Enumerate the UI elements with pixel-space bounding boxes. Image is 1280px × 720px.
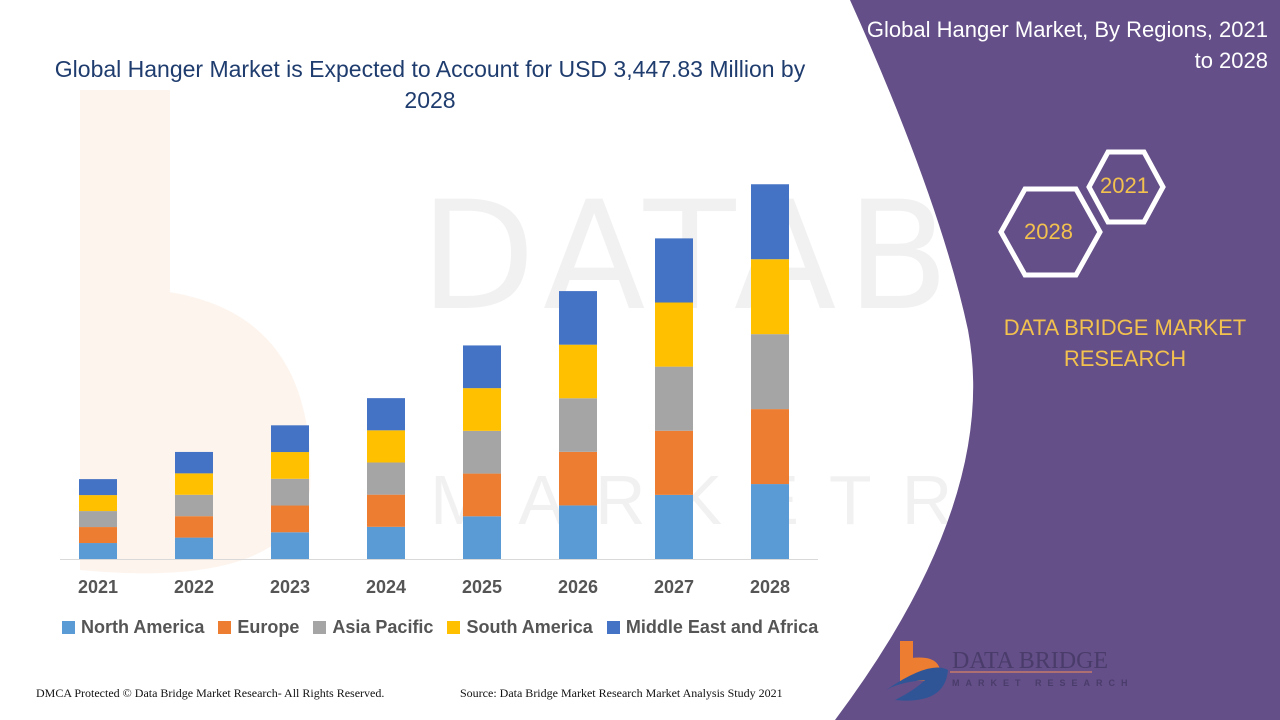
logo-subtext: MARKET RESEARCH — [952, 678, 1134, 688]
bar-segment-2027-europe — [655, 430, 693, 495]
legend-swatch — [218, 621, 232, 634]
legend-label: Europe — [237, 617, 300, 637]
bar-segment-2024-south-america — [367, 430, 405, 463]
hex-end-year: 2028 — [1024, 219, 1073, 244]
x-tick-label: 2023 — [270, 577, 310, 597]
bar-segment-2021-europe — [79, 527, 117, 544]
x-tick-label: 2027 — [654, 577, 694, 597]
bar-segment-2024-north-america — [367, 526, 405, 559]
bar-segment-2021-south-america — [79, 495, 117, 512]
bar-segment-2028-middle-east-and-africa — [751, 184, 789, 260]
bar-segment-2025-north-america — [463, 516, 501, 559]
x-tick-label: 2026 — [558, 577, 598, 597]
bar-segment-2026-south-america — [559, 344, 597, 399]
bar-segment-2028-north-america — [751, 484, 789, 559]
bar-segment-2022-middle-east-and-africa — [175, 451, 213, 474]
bar-segment-2022-north-america — [175, 537, 213, 559]
bar-segment-2026-europe — [559, 451, 597, 506]
bar-segment-2024-europe — [367, 494, 405, 527]
x-tick-label: 2025 — [462, 577, 502, 597]
bar-segment-2023-europe — [271, 505, 309, 533]
legend-item: Middle East and Africa — [606, 617, 819, 638]
bar-segment-2026-middle-east-and-africa — [559, 291, 597, 345]
bar-segment-2021-middle-east-and-africa — [79, 479, 117, 496]
bar-segment-2026-asia-pacific — [559, 398, 597, 452]
bar-segment-2025-europe — [463, 473, 501, 517]
brand-name: DATA BRIDGE MARKET RESEARCH — [1003, 315, 1247, 371]
legend-label: Middle East and Africa — [625, 617, 819, 637]
legend-item: South America — [447, 617, 593, 638]
legend-swatch — [313, 621, 327, 634]
bar-segment-2023-asia-pacific — [271, 478, 309, 506]
bar-segment-2025-asia-pacific — [463, 430, 501, 474]
chart-title: Global Hanger Market is Expected to Acco… — [54, 56, 806, 113]
panel-title: Global Hanger Market, By Regions, 2021 t… — [866, 17, 1268, 73]
bar-segment-2023-middle-east-and-africa — [271, 425, 309, 453]
legend-item: Asia Pacific — [313, 617, 433, 638]
stacked-bar-chart: 2021 2022 2023 2024 2025 2026 2027 2028 — [60, 184, 818, 597]
bar-segment-2021-asia-pacific — [79, 511, 117, 528]
bar-segment-2025-middle-east-and-africa — [463, 345, 501, 389]
bar-segment-2027-middle-east-and-africa — [655, 238, 693, 303]
footer-copyright: DMCA Protected © Data Bridge Market Rese… — [36, 686, 385, 700]
bar-segment-2028-south-america — [751, 259, 789, 335]
bar-segment-2027-north-america — [655, 494, 693, 559]
bar-segment-2022-europe — [175, 516, 213, 538]
legend-item: Europe — [218, 617, 299, 638]
legend-item: North America — [62, 617, 204, 638]
x-tick-label: 2022 — [174, 577, 214, 597]
x-tick-label: 2024 — [366, 577, 406, 597]
bar-segment-2027-asia-pacific — [655, 366, 693, 431]
hex-start-year: 2021 — [1100, 173, 1149, 198]
bar-segment-2021-north-america — [79, 543, 117, 559]
bar-segment-2028-europe — [751, 409, 789, 485]
bar-segment-2024-middle-east-and-africa — [367, 398, 405, 431]
legend-swatch — [447, 621, 461, 634]
legend: North America Europe Asia Pacific South Ame… — [62, 617, 818, 638]
legend-swatch — [62, 621, 75, 634]
legend-swatch — [606, 621, 620, 634]
bar-segment-2027-south-america — [655, 302, 693, 367]
bar-segment-2022-asia-pacific — [175, 494, 213, 517]
legend-label: South America — [466, 617, 593, 637]
bar-segment-2023-south-america — [271, 452, 309, 479]
bar-segment-2023-north-america — [271, 532, 309, 559]
x-tick-label: 2028 — [750, 577, 790, 597]
bar-segment-2024-asia-pacific — [367, 462, 405, 495]
bar-segment-2022-south-america — [175, 473, 213, 495]
bar-segment-2025-south-america — [463, 388, 501, 431]
x-tick-label: 2021 — [78, 577, 118, 597]
footer-source: Source: Data Bridge Market Research Mark… — [460, 686, 783, 700]
legend-label: North America — [81, 617, 205, 637]
legend-label: Asia Pacific — [332, 617, 434, 637]
bar-segment-2028-asia-pacific — [751, 334, 789, 410]
bar-segment-2026-north-america — [559, 505, 597, 559]
logo-text: DATA BRIDGE — [952, 648, 1109, 674]
